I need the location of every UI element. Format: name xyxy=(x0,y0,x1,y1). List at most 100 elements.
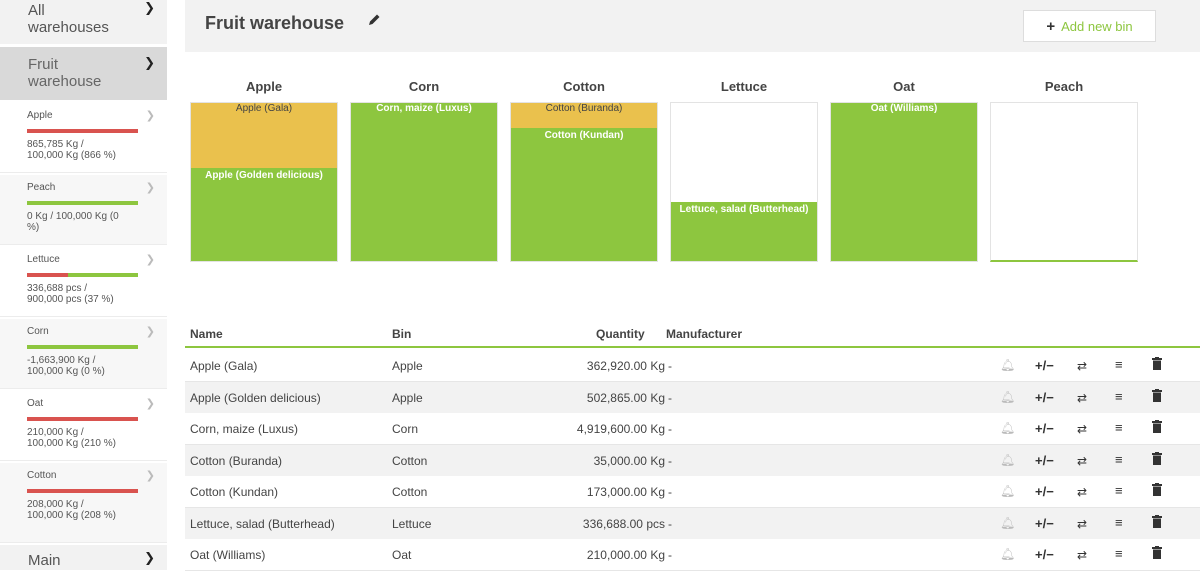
bell-icon[interactable]: 🔔︎ xyxy=(1000,484,1016,498)
cell-quantity: 336,688.00 pcs xyxy=(582,516,665,531)
cell-name: Corn, maize (Luxus) xyxy=(190,422,299,436)
sidebar-bin-item[interactable]: Cotton ❯ 208,000 Kg /100,000 Kg (208 %) xyxy=(0,463,167,543)
capacity-bar xyxy=(27,345,138,349)
transfer-icon[interactable]: ⇄ xyxy=(1077,453,1088,468)
nav-label: Main xyxy=(28,552,61,569)
transfer-icon[interactable]: ⇄ xyxy=(1077,516,1088,531)
bell-icon[interactable]: 🔔︎ xyxy=(1000,452,1016,467)
bin-segment-label: Apple (Golden delicious) xyxy=(205,170,323,181)
sidebar-bin-item[interactable]: Apple ❯ 865,785 Kg /100,000 Kg (866 %) xyxy=(0,103,167,173)
sidebar-bin-name: Cotton xyxy=(27,470,57,481)
col-bin[interactable]: Bin xyxy=(392,327,412,341)
sidebar-bin-name: Oat xyxy=(27,398,44,409)
cell-name: Cotton (Buranda) xyxy=(190,453,283,468)
plus-minus-icon[interactable]: +/− xyxy=(1035,547,1054,562)
list-icon[interactable]: ≡ xyxy=(1115,546,1123,561)
bin-segment[interactable]: Corn, maize (Luxus) xyxy=(351,103,497,261)
trash-icon[interactable] xyxy=(1152,420,1162,436)
plus-minus-icon[interactable]: +/− xyxy=(1035,484,1054,499)
chevron-right-icon: ❯ xyxy=(145,470,155,482)
sidebar-bin-item[interactable]: Corn ❯ -1,663,900 Kg /100,000 Kg (0 %) xyxy=(0,319,167,389)
capacity-text: -1,663,900 Kg /100,000 Kg (0 %) xyxy=(27,355,105,377)
table-row[interactable]: Cotton (Buranda) Cotton 35,000.00 Kg - 🔔︎ +/−… xyxy=(185,444,1200,477)
cell-manufacturer: - xyxy=(668,516,672,531)
cell-name: Apple (Golden delicious) xyxy=(190,390,321,405)
table-row[interactable]: Oat (Williams) Oat 210,000.00 Kg - 🔔︎ +/− ⇄ ≡ xyxy=(185,539,1200,571)
bin-card[interactable]: Corn, maize (Luxus) xyxy=(350,102,498,262)
list-icon[interactable]: ≡ xyxy=(1115,451,1123,467)
plus-icon: + xyxy=(1046,17,1056,35)
table-row[interactable]: Lettuce, salad (Butterhead) Lettuce 336,68… xyxy=(185,507,1200,540)
bell-icon[interactable]: 🔔︎ xyxy=(1000,547,1016,561)
table-row[interactable]: Corn, maize (Luxus) Corn 4,919,600.00 Kg - 🔔… xyxy=(185,413,1200,445)
trash-icon[interactable] xyxy=(1152,514,1162,531)
trash-icon[interactable] xyxy=(1152,357,1162,373)
add-new-bin-button[interactable]: + Add new bin xyxy=(1023,10,1156,42)
chevron-right-icon: ❯ xyxy=(145,398,155,410)
table-row[interactable]: Cotton (Kundan) Cotton 173,000.00 Kg - 🔔︎ +/−… xyxy=(185,476,1200,508)
trash-icon[interactable] xyxy=(1152,546,1162,562)
bell-icon[interactable]: 🔔︎ xyxy=(1000,358,1016,372)
col-name[interactable]: Name xyxy=(190,327,223,341)
cell-bin: Corn xyxy=(392,422,419,436)
list-icon[interactable]: ≡ xyxy=(1115,357,1123,372)
bin-segment[interactable]: Lettuce, salad (Butterhead) xyxy=(671,202,817,261)
bin-segment[interactable]: Apple (Gala) xyxy=(191,103,337,168)
sidebar-bin-name: Lettuce xyxy=(27,254,60,265)
bin-card[interactable]: Cotton (Kundan) Cotton (Buranda) xyxy=(510,102,658,262)
bin-segment[interactable]: Oat (Williams) xyxy=(831,103,977,261)
sidebar-bin-item[interactable]: Oat ❯ 210,000 Kg /100,000 Kg (210 %) xyxy=(0,391,167,461)
bin-title: Peach xyxy=(1044,79,1084,94)
sidebar-bin-item[interactable]: Lettuce ❯ 336,688 pcs /900,000 pcs (37 %) xyxy=(0,247,167,317)
chevron-right-icon: ❯ xyxy=(144,55,155,70)
plus-minus-icon[interactable]: +/− xyxy=(1035,515,1054,531)
transfer-icon[interactable]: ⇄ xyxy=(1077,390,1088,405)
col-manufacturer[interactable]: Manufacturer xyxy=(666,327,743,341)
cell-bin: Apple xyxy=(392,390,423,405)
capacity-bar xyxy=(27,273,138,277)
plus-minus-icon[interactable]: +/− xyxy=(1035,421,1054,436)
col-quantity[interactable]: Quantity xyxy=(596,327,645,341)
transfer-icon[interactable]: ⇄ xyxy=(1077,359,1088,373)
bin-segment-label: Apple (Gala) xyxy=(235,103,293,114)
bell-icon[interactable]: 🔔︎ xyxy=(1000,421,1016,435)
cell-name: Oat (Williams) xyxy=(190,548,266,562)
bin-segment[interactable]: Cotton (Kundan) xyxy=(511,128,657,261)
bin-card[interactable]: Lettuce, salad (Butterhead) xyxy=(670,102,818,262)
bin-segment-label: Cotton (Buranda) xyxy=(545,103,623,114)
sidebar-bin-item[interactable]: Peach ❯ 0 Kg / 100,000 Kg (0%) xyxy=(0,175,167,245)
cell-manufacturer: - xyxy=(668,548,672,562)
transfer-icon[interactable]: ⇄ xyxy=(1077,548,1088,562)
pencil-icon[interactable] xyxy=(367,13,381,27)
trash-icon[interactable] xyxy=(1152,451,1162,468)
plus-minus-icon[interactable]: +/− xyxy=(1035,452,1054,468)
nav-all-warehouses[interactable]: All warehouses ❯ xyxy=(0,0,167,44)
chevron-right-icon: ❯ xyxy=(144,550,155,565)
bin-card[interactable]: Apple (Golden delicious) Apple (Gala) xyxy=(190,102,338,262)
bell-icon[interactable]: 🔔︎ xyxy=(1000,389,1016,404)
bin-card[interactable] xyxy=(990,102,1138,262)
cell-quantity: 35,000.00 Kg xyxy=(593,453,665,468)
bin-segment[interactable]: Cotton (Buranda) xyxy=(511,103,657,128)
list-icon[interactable]: ≡ xyxy=(1115,420,1123,435)
plus-minus-icon[interactable]: +/− xyxy=(1035,358,1054,373)
nav-main-warehouse[interactable]: Main ❯ xyxy=(0,545,167,570)
cell-manufacturer: - xyxy=(668,359,672,373)
cell-manufacturer: - xyxy=(668,485,672,499)
sidebar-bin-name: Peach xyxy=(27,182,56,193)
capacity-bar-fill xyxy=(27,129,138,133)
trash-icon[interactable] xyxy=(1152,483,1162,499)
transfer-icon[interactable]: ⇄ xyxy=(1077,485,1088,499)
list-icon[interactable]: ≡ xyxy=(1115,483,1123,498)
trash-icon[interactable] xyxy=(1152,388,1162,405)
table-row[interactable]: Apple (Gala) Apple 362,920.00 Kg - 🔔︎ +/− ⇄ ≡ xyxy=(185,350,1200,382)
list-icon[interactable]: ≡ xyxy=(1115,514,1123,530)
bin-card[interactable]: Oat (Williams) xyxy=(830,102,978,262)
bell-icon[interactable]: 🔔︎ xyxy=(1000,515,1016,530)
table-row[interactable]: Apple (Golden delicious) Apple 502,865.00 … xyxy=(185,381,1200,414)
list-icon[interactable]: ≡ xyxy=(1115,388,1123,404)
transfer-icon[interactable]: ⇄ xyxy=(1077,422,1088,436)
nav-fruit-warehouse[interactable]: Fruit warehouse ❯ xyxy=(0,47,167,100)
bin-segment[interactable]: Apple (Golden delicious) xyxy=(191,168,337,261)
plus-minus-icon[interactable]: +/− xyxy=(1035,389,1054,405)
